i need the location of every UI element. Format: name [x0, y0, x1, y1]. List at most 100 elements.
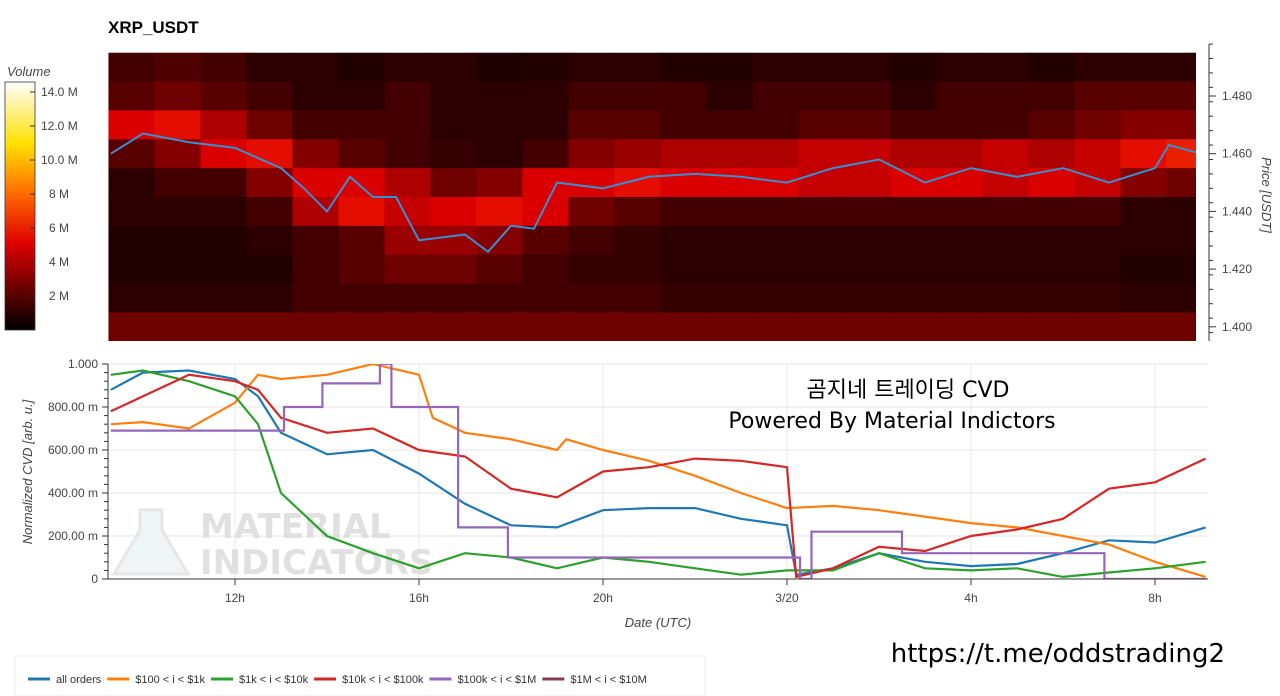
legend-label: all orders [56, 674, 102, 686]
price-tick-label: 1.400 [1222, 320, 1252, 334]
legend-item[interactable]: $1M < i < $10M [542, 674, 647, 686]
heatmap-cell [292, 254, 339, 285]
heatmap-cell [706, 254, 753, 285]
heatmap-cell [982, 196, 1029, 227]
price-ticks: 1.400 1.420 1.440 1.460 1.480 [1209, 43, 1252, 334]
heatmap-cell [660, 254, 707, 285]
heatmap-cell [108, 283, 155, 313]
heatmap-cell [706, 225, 753, 256]
heatmap-cell [982, 52, 1029, 83]
heatmap-cell [476, 312, 523, 341]
y-tick-label: 0 [91, 572, 98, 586]
heatmap-cell [982, 254, 1029, 285]
legend-item[interactable]: $1k < i < $10k [210, 674, 309, 686]
heatmap-cell [522, 254, 569, 285]
heatmap-cell [752, 283, 799, 313]
heatmap-cell [890, 139, 937, 169]
heatmap-cell [1074, 225, 1121, 256]
heatmap-cell [1028, 254, 1075, 285]
heatmap-cell [292, 283, 339, 313]
material-indicators-logo: MATERIAL INDICATORS [111, 507, 433, 583]
heatmap-cell [154, 312, 201, 341]
heatmap-cell [660, 283, 707, 313]
heatmap-cell [246, 196, 293, 227]
watermark-subtitle: Powered By Material Indictors [728, 409, 1055, 434]
cvd-x-axis-label: Date (UTC) [625, 615, 691, 630]
cvd-x-ticks: 12h 16h 20h 3/20 4h 8h [225, 579, 1162, 605]
colorbar-tick-label: 2 M [49, 289, 69, 303]
x-tick-label: 8h [1148, 591, 1161, 605]
heatmap-cell [936, 312, 983, 341]
cvd-plot-area[interactable] [108, 364, 1208, 579]
heatmap-cell [384, 110, 431, 140]
heatmap-cell [522, 81, 569, 111]
heatmap-cell [660, 168, 707, 198]
heatmap-cell [614, 254, 661, 285]
heatmap-cell [1028, 110, 1075, 140]
heatmap-cell [982, 110, 1029, 140]
legend-item[interactable]: $100 < i < $1k [107, 674, 205, 686]
heatmap-cell [338, 283, 385, 313]
footer-url[interactable]: https://t.me/oddstrading2 [891, 639, 1225, 669]
y-tick-label: 800.00 m [48, 400, 98, 414]
heatmap-cell [1120, 52, 1167, 83]
heatmap-cell [1074, 110, 1121, 140]
colorbar-label: Volume [7, 64, 51, 79]
heatmap-cell [292, 196, 339, 227]
heatmap-cell [384, 196, 431, 227]
heatmap-cell [568, 283, 615, 313]
heatmap-cell [246, 225, 293, 256]
legend-label: $100k < i < $1M [457, 674, 536, 686]
heatmap-cell [936, 52, 983, 83]
heatmap-cell [246, 110, 293, 140]
heatmap-cell [568, 225, 615, 256]
heatmap-cell [246, 81, 293, 111]
price-axis-label: Price [USDT] [1259, 157, 1274, 233]
heatmap-cell [844, 254, 891, 285]
flask-icon [111, 508, 191, 576]
legend-label: $10k < i < $100k [342, 674, 424, 686]
legend-label: $100 < i < $1k [135, 674, 205, 686]
heatmap-cell [660, 52, 707, 83]
cvd-series-line [110, 364, 1206, 578]
price-tick-label: 1.460 [1222, 147, 1252, 161]
heatmap-cell [476, 168, 523, 198]
cvd-series-line [110, 364, 1206, 579]
legend-item[interactable]: all orders [28, 674, 102, 686]
heatmap-cell [1074, 283, 1121, 313]
heatmap-cell [660, 110, 707, 140]
heatmap-cell [1028, 283, 1075, 313]
heatmap-cell [844, 196, 891, 227]
heatmap-cell [384, 254, 431, 285]
heatmap-cell [384, 139, 431, 169]
heatmap-cell [476, 52, 523, 83]
heatmap-cell [706, 139, 753, 169]
heatmap-cell [108, 168, 155, 198]
y-tick-label: 600.00 m [48, 443, 98, 457]
heatmap-cell [1166, 110, 1196, 140]
heatmap-cell [384, 168, 431, 198]
heatmap-cell [752, 168, 799, 198]
heatmap-cell [246, 283, 293, 313]
heatmap-cell [154, 283, 201, 313]
heatmap-cell [614, 312, 661, 341]
y-tick-label: 400.00 m [48, 486, 98, 500]
heatmap-cell [476, 81, 523, 111]
legend-item[interactable]: $10k < i < $100k [314, 674, 424, 686]
heatmap [108, 52, 1196, 341]
y-tick-label: 1.000 [68, 357, 98, 371]
heatmap-cell [1074, 254, 1121, 285]
heatmap-cell [798, 225, 845, 256]
heatmap-cell [936, 254, 983, 285]
heatmap-cell [568, 52, 615, 83]
heatmap-cell [338, 81, 385, 111]
cvd-series-line [110, 369, 1206, 576]
heatmap-cell [1028, 52, 1075, 83]
heatmap-cell [200, 81, 247, 111]
legend-item[interactable]: $100k < i < $1M [429, 674, 536, 686]
heatmap-cell [752, 52, 799, 83]
heatmap-cell [936, 168, 983, 198]
heatmap-cell [706, 312, 753, 341]
cvd-y-axis-label: Normalized CVD [arb. u.] [20, 399, 35, 544]
